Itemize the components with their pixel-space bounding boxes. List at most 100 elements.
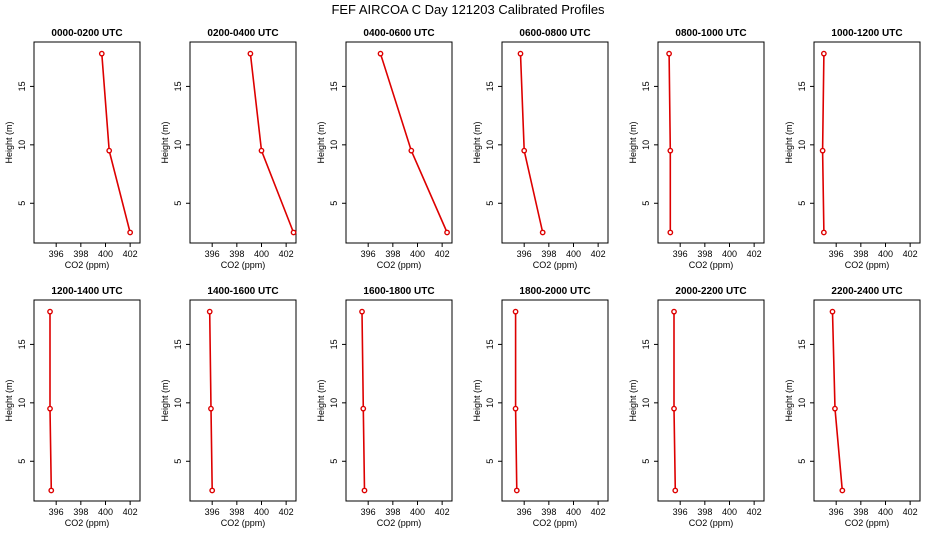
x-tick-label: 400 <box>722 249 737 259</box>
x-axis-label: CO2 (ppm) <box>689 260 734 270</box>
x-tick-label: 400 <box>98 507 113 517</box>
panel-2: 0200-0400 UTC 396 398 400 402 5 10 15 CO2 (ppm) H… <box>160 28 297 270</box>
x-tick-label: 400 <box>878 507 893 517</box>
panel-4: 0600-0800 UTC 396 398 400 402 5 10 15 CO2 (ppm) H… <box>472 28 609 270</box>
y-tick-label: 5 <box>329 459 339 464</box>
series-line <box>514 311 518 491</box>
data-point <box>98 50 105 57</box>
y-tick-label: 15 <box>17 81 27 91</box>
y-tick-label: 15 <box>641 81 651 91</box>
x-tick-label: 398 <box>385 249 400 259</box>
panel-9: 1600-1800 UTC 396 398 400 402 5 10 15 CO2 (ppm) H… <box>316 286 453 528</box>
y-tick-label: 15 <box>485 81 495 91</box>
x-tick-label: 402 <box>591 249 606 259</box>
data-point <box>208 405 214 412</box>
x-tick-label: 396 <box>673 507 688 517</box>
x-tick-label: 402 <box>747 507 762 517</box>
x-axis-label: CO2 (ppm) <box>377 260 422 270</box>
data-point <box>48 487 55 494</box>
x-tick-label: 398 <box>853 507 868 517</box>
panel-title: 1400-1600 UTC <box>207 286 278 297</box>
data-point <box>539 229 546 236</box>
data-point <box>513 487 520 494</box>
x-axis-label: CO2 (ppm) <box>533 518 578 528</box>
y-axis-label: Height (m) <box>316 121 326 163</box>
panel-7: 1200-1400 UTC 396 398 400 402 5 10 15 CO2 (ppm) H… <box>4 286 141 528</box>
y-tick-label: 15 <box>173 81 183 91</box>
x-tick-label: 400 <box>254 507 269 517</box>
data-point <box>209 487 216 494</box>
y-tick-label: 10 <box>329 140 339 150</box>
x-tick-label: 400 <box>566 249 581 259</box>
y-tick-label: 5 <box>797 201 807 206</box>
y-axis-label: Height (m) <box>628 121 638 163</box>
x-axis-label: CO2 (ppm) <box>221 518 266 528</box>
y-tick-label: 10 <box>329 398 339 408</box>
y-axis-label: Height (m) <box>160 121 170 163</box>
x-axis-label: CO2 (ppm) <box>221 260 266 270</box>
y-tick-label: 5 <box>485 201 495 206</box>
y-tick-label: 10 <box>641 140 651 150</box>
x-axis-label: CO2 (ppm) <box>845 518 890 528</box>
panel-6: 1000-1200 UTC 396 398 400 402 5 10 15 CO2 (ppm) H… <box>784 28 921 270</box>
x-tick-label: 398 <box>385 507 400 517</box>
data-point <box>47 308 53 315</box>
x-tick-label: 398 <box>73 507 88 517</box>
panel-title: 2000-2200 UTC <box>675 286 746 297</box>
series-line <box>821 53 825 233</box>
y-axis-label: Height (m) <box>784 379 794 421</box>
x-tick-label: 402 <box>435 507 450 517</box>
plot-frame <box>813 299 921 502</box>
x-tick-label: 402 <box>903 507 918 517</box>
x-tick-label: 396 <box>361 507 376 517</box>
series-line <box>101 53 131 233</box>
x-tick-label: 398 <box>229 507 244 517</box>
y-tick-label: 15 <box>797 339 807 349</box>
plot-frame <box>501 41 609 244</box>
y-tick-label: 15 <box>173 339 183 349</box>
data-point <box>361 487 368 494</box>
x-tick-label: 400 <box>722 507 737 517</box>
data-point <box>377 50 384 57</box>
x-tick-label: 398 <box>853 249 868 259</box>
y-tick-label: 10 <box>641 398 651 408</box>
x-tick-label: 400 <box>98 249 113 259</box>
y-tick-label: 10 <box>485 140 495 150</box>
y-tick-label: 15 <box>329 81 339 91</box>
data-point <box>839 487 846 494</box>
data-point <box>512 405 519 412</box>
data-point <box>127 229 134 236</box>
y-axis-label: Height (m) <box>316 379 326 421</box>
panel-8: 1400-1600 UTC 396 398 400 402 5 10 15 CO2 (ppm) H… <box>160 286 297 528</box>
plot-frame <box>189 299 297 502</box>
x-tick-label: 396 <box>673 249 688 259</box>
x-tick-label: 402 <box>279 249 294 259</box>
x-tick-label: 396 <box>205 507 220 517</box>
series-line <box>249 53 295 233</box>
data-point <box>671 308 677 315</box>
series-line <box>668 53 672 233</box>
y-tick-label: 15 <box>485 339 495 349</box>
data-point <box>106 147 113 154</box>
y-tick-label: 5 <box>173 459 183 464</box>
series-line <box>379 53 448 233</box>
x-tick-label: 398 <box>541 507 556 517</box>
x-tick-label: 400 <box>410 507 425 517</box>
panel-title: 1800-2000 UTC <box>519 286 590 297</box>
x-tick-label: 402 <box>591 507 606 517</box>
data-point <box>672 487 679 494</box>
x-tick-label: 398 <box>229 249 244 259</box>
x-tick-label: 396 <box>829 507 844 517</box>
series-line <box>519 53 544 233</box>
panel-12: 2200-2400 UTC 396 398 400 402 5 10 15 CO2 (ppm) H… <box>784 286 921 528</box>
panel-title: 2200-2400 UTC <box>831 286 902 297</box>
data-point <box>820 229 827 236</box>
y-tick-label: 5 <box>17 459 27 464</box>
x-axis-label: CO2 (ppm) <box>689 518 734 528</box>
x-tick-label: 400 <box>566 507 581 517</box>
data-point <box>258 147 265 154</box>
y-axis-label: Height (m) <box>784 121 794 163</box>
y-tick-label: 5 <box>329 201 339 206</box>
panel-title: 0600-0800 UTC <box>519 28 590 39</box>
series-line <box>208 311 213 491</box>
